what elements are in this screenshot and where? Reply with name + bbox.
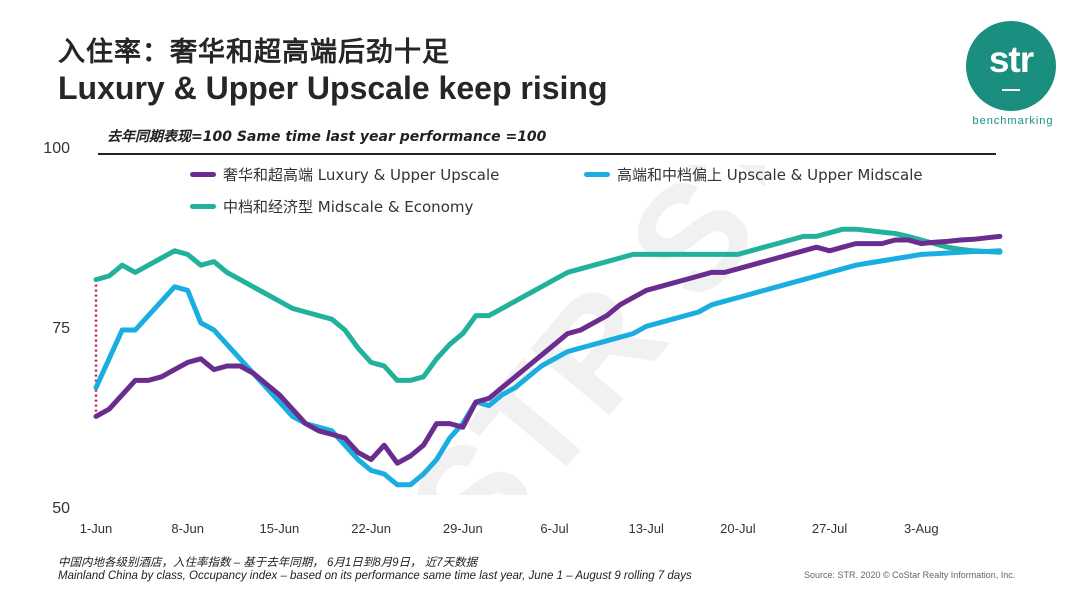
x-tick-label: 20-Jul bbox=[720, 521, 756, 536]
x-tick-label: 6-Jul bbox=[540, 521, 569, 536]
x-tick-label: 22-Jun bbox=[351, 521, 391, 536]
x-tick-label: 29-Jun bbox=[442, 521, 483, 536]
page-title-en: Luxury & Upper Upscale keep rising bbox=[58, 70, 608, 106]
footnote-zh: 中国内地各级别酒店，入住率指数 – 基于去年同期， 6月1日到8月9日， 近7天… bbox=[58, 557, 478, 569]
legend-swatch-luxury bbox=[190, 171, 216, 177]
legend-swatch-upscale bbox=[584, 171, 610, 177]
legend-label-upscale: 高端和中档偏上 Upscale & Upper Midscale bbox=[617, 165, 923, 184]
y-tick-label: 50 bbox=[52, 500, 70, 517]
series-line-upscale bbox=[93, 248, 1003, 488]
legend-label-luxury: 奢华和超高端 Luxury & Upper Upscale bbox=[223, 165, 500, 184]
logo-underline bbox=[1002, 89, 1020, 91]
legend-swatch-midscale bbox=[190, 203, 216, 209]
series-line-midscale bbox=[93, 226, 1003, 383]
footnote-en: Mainland China by class, Occupancy index… bbox=[58, 570, 692, 582]
logo-subtitle: benchmarking bbox=[972, 115, 1054, 127]
series-line-luxury bbox=[93, 233, 1003, 466]
y-tick-label: 100 bbox=[43, 140, 70, 157]
baseline-100-line bbox=[98, 153, 996, 155]
source-note: Source: STR. 2020 © CoStar Realty Inform… bbox=[804, 570, 1016, 580]
x-tick-label: 3-Aug bbox=[903, 521, 939, 536]
legend-item-upscale: 高端和中档偏上 Upscale & Upper Midscale bbox=[584, 164, 923, 184]
legend-label-midscale: 中档和经济型 Midscale & Economy bbox=[223, 197, 474, 216]
str-logo: str bbox=[966, 21, 1056, 111]
logo-text: str bbox=[988, 39, 1034, 80]
legend-item-midscale: 中档和经济型 Midscale & Economy bbox=[190, 196, 473, 216]
baseline-note: 去年同期表现=100 Same time last year performan… bbox=[107, 129, 547, 145]
x-tick-label: 8-Jun bbox=[171, 521, 204, 536]
x-tick-label: 27-Jul bbox=[811, 521, 848, 536]
page-title-zh: 入住率：奢华和超高端后劲十足 bbox=[58, 37, 450, 68]
x-tick-label: 1-Jun bbox=[79, 521, 113, 536]
legend-item-luxury: 奢华和超高端 Luxury & Upper Upscale bbox=[190, 164, 499, 184]
y-tick-label: 75 bbox=[52, 320, 70, 337]
x-tick-label: 13-Jul bbox=[628, 521, 664, 536]
x-tick-label: 15-Jun bbox=[259, 521, 300, 536]
